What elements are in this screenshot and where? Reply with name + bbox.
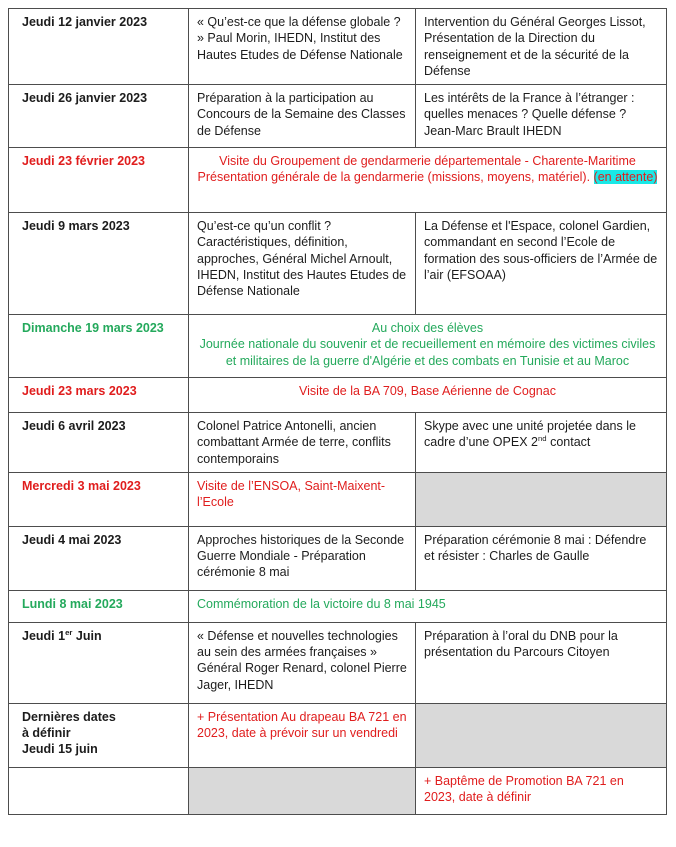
table-row: Jeudi 1er Juin « Défense et nouvelles te…: [8, 621, 667, 704]
cell-text: Qu’est-ce qu’un conflit ? Caractéristiqu…: [197, 219, 407, 298]
cell: Préparation à la participation au Concou…: [188, 84, 416, 148]
merged-cell: Au choix des élèves Journée nationale du…: [188, 314, 667, 378]
cell: Intervention du Général Georges Lissot, …: [415, 8, 667, 85]
date-text: Mercredi 3 mai 2023: [22, 478, 141, 493]
date-text: Jeudi 4 mai 2023: [22, 532, 122, 547]
cell-text: Colonel Patrice Antonelli, ancien combat…: [197, 419, 391, 466]
date-cell: Dernières dates à définir Jeudi 15 juin: [8, 702, 189, 768]
date-cell: Jeudi 1er Juin: [8, 621, 189, 704]
cell: Skype avec une unité projetée dans le ca…: [415, 412, 667, 473]
date-cell: Jeudi 26 janvier 2023: [8, 84, 189, 148]
cell: « Défense et nouvelles technologies au s…: [188, 621, 416, 704]
table-row: Jeudi 23 février 2023 Visite du Groupeme…: [8, 147, 667, 213]
cell-text: « Défense et nouvelles technologies au s…: [197, 628, 407, 692]
date-cell: Jeudi 23 mars 2023: [8, 377, 189, 413]
merged-cell: Commémoration de la victoire du 8 mai 19…: [188, 589, 667, 623]
date-text: Jeudi 9 mars 2023: [22, 219, 130, 233]
date-cell: Jeudi 23 février 2023: [8, 147, 189, 213]
cell-text: Visite de la BA 709, Base Aérienne de Co…: [299, 384, 556, 398]
table-row: Jeudi 23 mars 2023 Visite de la BA 709, …: [8, 377, 667, 413]
cell: « Qu’est-ce que la défense globale ? » P…: [188, 8, 416, 85]
cell: Les intérêts de la France à l’étranger :…: [415, 84, 667, 148]
cell-text: Skype avec une unité projetée dans le ca…: [424, 419, 636, 450]
date-text: Jeudi 1: [22, 628, 66, 643]
date-text: Jeudi 23 février 2023: [22, 154, 145, 168]
date-text: Jeudi 23 mars 2023: [22, 384, 137, 398]
cell-text: + Baptême de Promotion BA 721 en 2023, d…: [424, 773, 624, 804]
table-row: Jeudi 6 avril 2023 Colonel Patrice Anton…: [8, 412, 667, 473]
date-text: Dimanche 19 mars 2023: [22, 321, 164, 335]
cell-text: Préparation cérémonie 8 mai : Défendre e…: [424, 532, 647, 563]
date-text: à définir: [22, 726, 71, 740]
cell: + Baptême de Promotion BA 721 en 2023, d…: [415, 766, 667, 815]
table-row: Jeudi 9 mars 2023 Qu’est-ce qu’un confli…: [8, 212, 667, 315]
cell: Colonel Patrice Antonelli, ancien combat…: [188, 412, 416, 473]
date-text: Lundi 8 mai 2023: [22, 596, 123, 611]
cell-text: Visite de l’ENSOA, Saint-Maixent-l’Ecole: [197, 478, 386, 509]
table-row: Dernières dates à définir Jeudi 15 juin …: [8, 702, 667, 768]
table-row: Dimanche 19 mars 2023 Au choix des élève…: [8, 314, 667, 378]
cell: Visite de l’ENSOA, Saint-Maixent-l’Ecole: [188, 471, 416, 527]
empty-shaded-cell: [415, 702, 667, 768]
empty-shaded-cell: [415, 471, 667, 527]
cell: Préparation à l’oral du DNB pour la prés…: [415, 621, 667, 704]
cell: Préparation cérémonie 8 mai : Défendre e…: [415, 525, 667, 591]
date-cell: Jeudi 9 mars 2023: [8, 212, 189, 315]
date-text: Jeudi 26 janvier 2023: [22, 91, 148, 105]
date-cell: Dimanche 19 mars 2023: [8, 314, 189, 378]
table-row: Jeudi 12 janvier 2023 « Qu’est-ce que la…: [8, 8, 667, 85]
table-row: + Baptême de Promotion BA 721 en 2023, d…: [8, 766, 667, 815]
cell-text: « Qu’est-ce que la défense globale ? » P…: [197, 15, 403, 62]
cell-text: Préparation à la participation au Concou…: [197, 91, 406, 138]
cell: Qu’est-ce qu’un conflit ? Caractéristiqu…: [188, 212, 416, 315]
superscript-text: er: [65, 627, 73, 637]
empty-shaded-cell: [188, 766, 416, 815]
cell-text: Approches historiques de la Seconde Guer…: [197, 532, 405, 580]
table-row: Lundi 8 mai 2023 Commémoration de la vic…: [8, 589, 667, 623]
cell-text: La Défense et l'Espace, colonel Gardien,…: [424, 219, 658, 282]
cell-text: Préparation à l’oral du DNB pour la prés…: [424, 628, 618, 659]
cell-text: + Présentation Au drapeau BA 721 en 2023…: [197, 709, 407, 740]
cell-text: Commémoration de la victoire du 8 mai 19…: [197, 596, 446, 611]
date-cell: Jeudi 6 avril 2023: [8, 412, 189, 473]
cell: La Défense et l'Espace, colonel Gardien,…: [415, 212, 667, 315]
date-text: Dernières dates: [22, 709, 116, 724]
date-text: Jeudi 6 avril 2023: [22, 419, 126, 433]
empty-cell: [8, 766, 189, 815]
schedule-table: Jeudi 12 janvier 2023 « Qu’est-ce que la…: [8, 8, 667, 815]
table-row: Jeudi 26 janvier 2023 Préparation à la p…: [8, 84, 667, 148]
merged-cell: Visite de la BA 709, Base Aérienne de Co…: [188, 377, 667, 413]
cell-text: Journée nationale du souvenir et de recu…: [199, 337, 656, 368]
merged-cell: Visite du Groupement de gendarmerie dépa…: [188, 147, 667, 213]
date-cell: Jeudi 4 mai 2023: [8, 525, 189, 591]
date-cell: Lundi 8 mai 2023: [8, 589, 189, 623]
cell: Approches historiques de la Seconde Guer…: [188, 525, 416, 591]
cell-text: Les intérêts de la France à l’étranger :…: [424, 91, 635, 138]
cell-text: Intervention du Général Georges Lissot, …: [424, 15, 646, 78]
cell-text: Visite du Groupement de gendarmerie dépa…: [219, 154, 636, 168]
cell: + Présentation Au drapeau BA 721 en 2023…: [188, 702, 416, 768]
table-row: Jeudi 4 mai 2023 Approches historiques d…: [8, 525, 667, 591]
cell-text: contact: [546, 435, 591, 450]
date-text: Jeudi 12 janvier 2023: [22, 15, 148, 29]
cell-text: Au choix des élèves: [371, 321, 484, 335]
table-row: Mercredi 3 mai 2023 Visite de l’ENSOA, S…: [8, 471, 667, 527]
cell-text: Présentation générale de la gendarmerie …: [197, 170, 594, 185]
date-text: Jeudi 15 juin: [22, 742, 98, 757]
date-cell: Jeudi 12 janvier 2023: [8, 8, 189, 85]
highlighted-text: (en attente): [593, 170, 658, 185]
date-cell: Mercredi 3 mai 2023: [8, 471, 189, 527]
superscript-text: nd: [537, 434, 547, 444]
date-text: Juin: [72, 628, 102, 643]
